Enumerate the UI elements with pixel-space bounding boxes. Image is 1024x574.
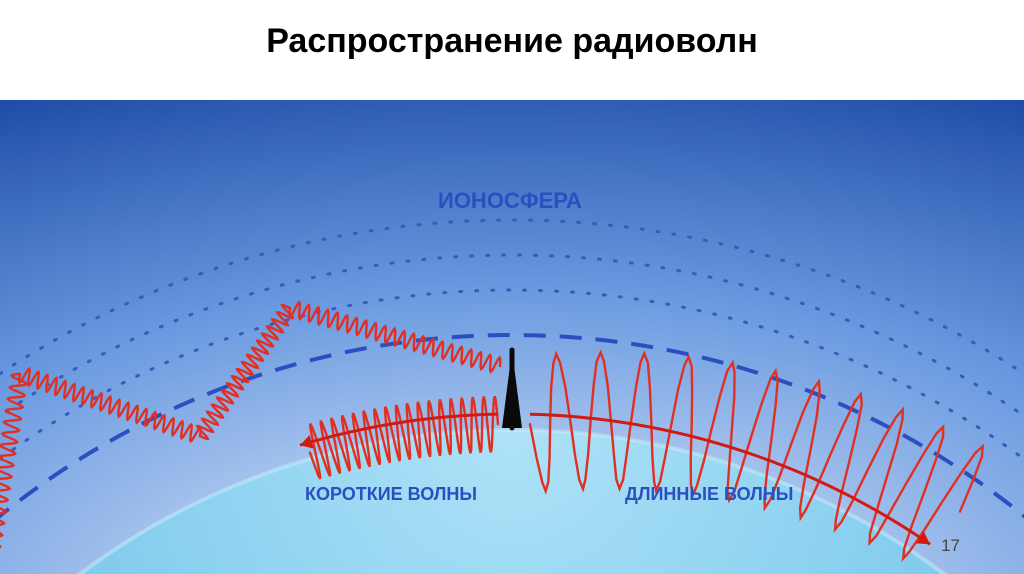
diagram-label: ДЛИННЫЕ ВОЛНЫ bbox=[625, 484, 793, 504]
page-number: 17 bbox=[941, 536, 960, 556]
diagram-container: ИОНОСФЕРА КОРОТКИЕ ВОЛНЫ ДЛИННЫЕ ВОЛНЫ bbox=[0, 100, 1024, 574]
page-title: Распространение радиоволн bbox=[0, 22, 1024, 61]
radio-wave-diagram: ИОНОСФЕРА КОРОТКИЕ ВОЛНЫ ДЛИННЫЕ ВОЛНЫ bbox=[0, 100, 1024, 574]
diagram-label: КОРОТКИЕ ВОЛНЫ bbox=[305, 484, 477, 504]
diagram-label: ИОНОСФЕРА bbox=[438, 188, 582, 213]
slide: Распространение радиоволн ИОНОСФЕРА КОРОТ… bbox=[0, 0, 1024, 574]
